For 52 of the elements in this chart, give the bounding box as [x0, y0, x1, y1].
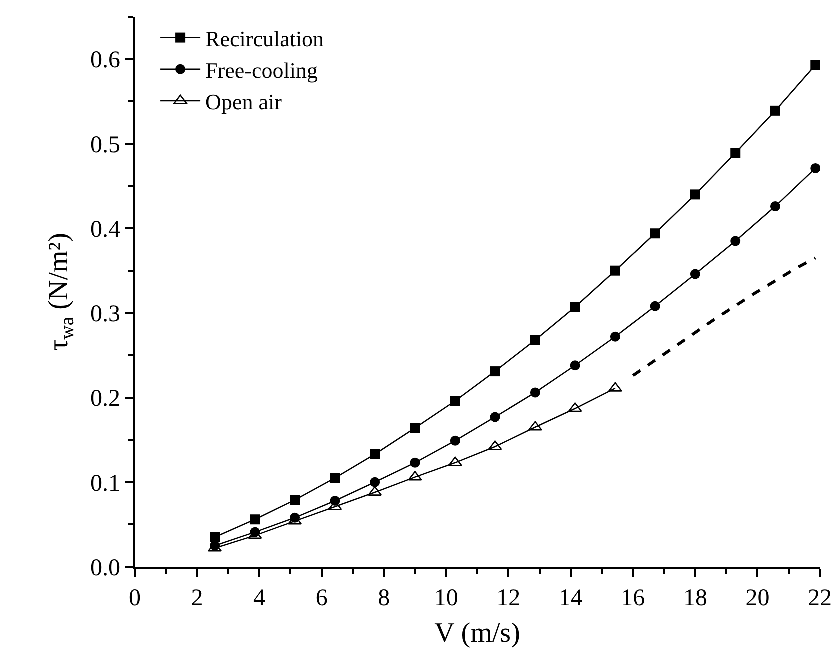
- point: [770, 106, 780, 116]
- point: [770, 202, 780, 212]
- point: [650, 228, 660, 239]
- point: [370, 477, 380, 488]
- point: [810, 60, 820, 70]
- point: [690, 269, 700, 280]
- y-tick-label: 0.3: [90, 302, 120, 328]
- point: [410, 458, 420, 468]
- point: [370, 449, 380, 460]
- x-tick-label: 4: [254, 586, 266, 612]
- point: [490, 412, 500, 422]
- x-tick-label: 12: [496, 586, 521, 612]
- point: [530, 388, 540, 398]
- x-tick-label: 18: [683, 586, 708, 612]
- point: [450, 436, 460, 446]
- point: [610, 266, 620, 276]
- y-tick-label: 0.4: [90, 216, 120, 243]
- point: [490, 366, 500, 377]
- x-tick-label: 14: [558, 586, 583, 612]
- x-tick-label: 6: [316, 586, 328, 612]
- point: [450, 396, 460, 406]
- point: [530, 335, 540, 346]
- y-tick-label: 0.2: [90, 386, 120, 412]
- point: [570, 360, 580, 371]
- x-tick-label: 10: [434, 586, 458, 612]
- point: [810, 163, 820, 174]
- point: [290, 495, 300, 506]
- y-tick-label: 0.0: [90, 555, 120, 582]
- x-tick-label: 2: [191, 586, 204, 612]
- x-tick-label: 16: [621, 586, 646, 612]
- point: [730, 236, 741, 246]
- point: [250, 514, 260, 525]
- x-axis-title: V (m/s): [434, 618, 520, 650]
- point: [330, 473, 340, 484]
- point: [210, 532, 220, 542]
- point: [730, 148, 741, 158]
- y-tick-label: 0.5: [90, 132, 120, 158]
- point: [610, 332, 620, 342]
- line-series: [632, 256, 818, 378]
- x-tick-label: 0: [129, 586, 141, 612]
- point: [650, 301, 660, 312]
- x-tick-label: 22: [808, 586, 832, 612]
- point: [570, 302, 580, 312]
- legend-label: Open air: [206, 90, 283, 115]
- point: [690, 190, 700, 200]
- legend-label: Recirculation: [206, 26, 324, 52]
- x-tick-label: 20: [746, 586, 770, 612]
- y-tick-label: 0.6: [90, 48, 120, 74]
- point: [410, 423, 420, 434]
- legend-label: Free-cooling: [206, 58, 318, 83]
- y-tick-label: 0.1: [90, 470, 120, 497]
- x-tick-label: 8: [378, 586, 390, 612]
